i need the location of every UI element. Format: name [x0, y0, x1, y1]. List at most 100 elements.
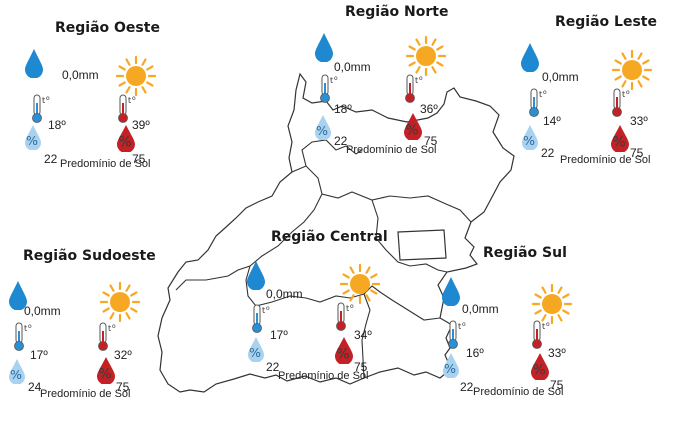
region-title: Região Central — [271, 229, 388, 245]
max-temperature: 39º — [132, 118, 150, 132]
svg-text:o: o — [543, 89, 547, 96]
max-humidity: 75 — [630, 146, 644, 160]
weather-condition: Predomínio de Sol — [40, 388, 131, 400]
svg-text:t: t — [622, 90, 625, 99]
svg-text:t: t — [108, 324, 111, 333]
svg-text:t: t — [262, 306, 265, 315]
svg-text:t: t — [539, 90, 542, 99]
min-temperature: 18º — [48, 118, 66, 132]
svg-text:o: o — [334, 75, 338, 82]
svg-text:o: o — [132, 95, 136, 102]
min-humidity: 22 — [44, 152, 58, 166]
svg-text:o: o — [626, 89, 630, 96]
rain-value: 0,0mm — [24, 304, 61, 318]
svg-text:%: % — [336, 346, 349, 362]
region-title: Região Norte — [345, 4, 449, 20]
humidity-high-icon: % — [97, 357, 115, 384]
rain-value: 0,0mm — [462, 302, 499, 316]
max-temperature: 34º — [354, 328, 372, 342]
sun-icon — [612, 50, 652, 90]
region-boundary — [361, 293, 371, 379]
sun-icon — [406, 36, 446, 76]
max-temperature: 33º — [548, 346, 566, 360]
svg-text:o: o — [28, 323, 32, 330]
svg-text:%: % — [523, 133, 535, 148]
svg-text:o: o — [419, 75, 423, 82]
rain-drop-icon — [9, 281, 27, 310]
weather-condition: Predomínio de Sol — [560, 154, 651, 166]
federal-district-outline — [397, 229, 447, 261]
region-boundary — [371, 199, 448, 273]
region-boundary — [291, 165, 472, 223]
svg-text:t: t — [24, 324, 27, 333]
svg-text:o: o — [462, 321, 466, 328]
sun-icon — [340, 264, 380, 304]
svg-text:%: % — [316, 123, 328, 138]
svg-text:t: t — [346, 304, 349, 313]
svg-text:o: o — [112, 323, 116, 330]
humidity-high-icon: % — [404, 113, 422, 140]
max-humidity: 75 — [132, 152, 146, 166]
min-temperature: 17º — [270, 328, 288, 342]
max-humidity: 75 — [550, 378, 564, 392]
svg-text:%: % — [444, 361, 456, 376]
humidity-high-icon: % — [611, 125, 629, 152]
svg-text:t: t — [42, 96, 45, 105]
svg-text:%: % — [532, 362, 545, 378]
max-temperature: 36º — [420, 102, 438, 116]
svg-text:o: o — [546, 321, 550, 328]
svg-text:o: o — [350, 303, 354, 310]
rain-value: 0,0mm — [62, 68, 99, 82]
humidity-high-icon: % — [117, 125, 135, 152]
rain-drop-icon — [315, 33, 333, 62]
svg-text:t: t — [542, 322, 545, 331]
sun-icon — [532, 284, 572, 324]
svg-text:t: t — [415, 76, 418, 85]
humidity-low-icon: % — [248, 337, 264, 362]
svg-text:%: % — [249, 345, 261, 360]
rain-value: 0,0mm — [266, 287, 303, 301]
max-humidity: 75 — [354, 360, 368, 374]
min-humidity: 22 — [541, 146, 555, 160]
region-title: Região Leste — [555, 14, 657, 30]
weather-condition: Predomínio de Sol — [60, 158, 151, 170]
rain-drop-icon — [442, 277, 460, 306]
region-title: Região Sudoeste — [23, 248, 156, 264]
svg-text:%: % — [98, 366, 111, 382]
region-title: Região Sul — [483, 245, 567, 261]
min-temperature: 16º — [466, 346, 484, 360]
weather-condition: Predomínio de Sol — [346, 144, 437, 156]
min-temperature: 18º — [334, 102, 352, 116]
rain-value: 0,0mm — [542, 70, 579, 84]
max-temperature: 32º — [114, 348, 132, 362]
region-boundary — [301, 139, 363, 167]
rain-drop-icon — [247, 261, 265, 290]
max-humidity: 75 — [424, 134, 438, 148]
humidity-low-icon: % — [315, 115, 331, 140]
sun-icon — [100, 282, 140, 322]
svg-text:o: o — [266, 305, 270, 312]
svg-text:%: % — [118, 134, 131, 150]
region-boundary — [245, 265, 441, 321]
humidity-high-icon: % — [531, 353, 549, 380]
max-temperature: 33º — [630, 114, 648, 128]
svg-text:t: t — [128, 96, 131, 105]
max-humidity: 75 — [116, 380, 130, 394]
svg-text:%: % — [405, 122, 418, 138]
weather-condition: Predomínio de Sol — [473, 386, 564, 398]
svg-text:%: % — [612, 134, 625, 150]
svg-text:%: % — [10, 367, 22, 382]
